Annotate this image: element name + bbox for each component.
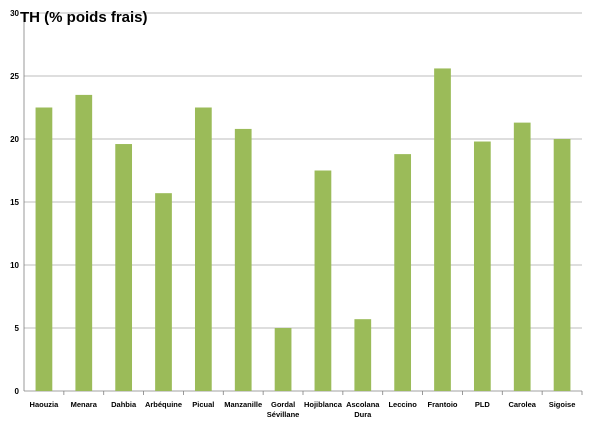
axes — [23, 13, 583, 395]
bar — [234, 128, 252, 392]
bar — [354, 319, 372, 391]
bar — [115, 144, 133, 391]
bar — [194, 107, 212, 391]
bar — [434, 68, 451, 391]
bar — [473, 141, 491, 391]
x-tick-label: Arbéquine — [145, 400, 182, 409]
gridlines — [24, 12, 582, 329]
x-tick-label: Haouzia — [30, 400, 60, 409]
x-tick-label: Frantoio — [428, 400, 458, 409]
x-tick-label: Menara — [71, 400, 98, 409]
x-tick-label: Hojiblanca — [304, 400, 343, 409]
bar — [314, 170, 332, 391]
bar — [394, 154, 412, 391]
x-tick-label: Dahbia — [111, 400, 137, 409]
bar — [553, 139, 571, 391]
x-tick-label: Gordal Sévillane — [267, 400, 300, 419]
x-tick-labels: Haouzia Menara Dahbia Arbéquine Picual Manzan… — [30, 400, 576, 419]
bar — [35, 107, 53, 391]
y-tick-label: 20 — [10, 135, 19, 144]
y-tick-label: 10 — [10, 261, 19, 270]
x-tick-label: Carolea — [508, 400, 536, 409]
y-tick-label: 0 — [15, 387, 20, 396]
bars — [35, 68, 571, 392]
y-tick-labels: 0 5 10 15 20 25 30 — [10, 9, 19, 396]
x-tick-label: Sigoise — [549, 400, 576, 409]
y-tick-label: 5 — [15, 324, 20, 333]
y-tick-label: 25 — [10, 72, 19, 81]
bar — [75, 94, 93, 392]
y-tick-label: 30 — [10, 9, 19, 18]
chart-title: TH (% poids frais) — [20, 9, 148, 26]
bar — [274, 328, 292, 391]
bar — [155, 193, 172, 391]
x-tick-label: Manzanille — [224, 400, 262, 409]
x-tick-label: Leccino — [388, 400, 417, 409]
x-tick-label: Picual — [192, 400, 214, 409]
bar — [513, 122, 531, 392]
x-tick-label: Ascolana Dura — [346, 400, 380, 419]
y-tick-label: 15 — [10, 198, 19, 207]
x-tick-label: PLD — [475, 400, 491, 409]
